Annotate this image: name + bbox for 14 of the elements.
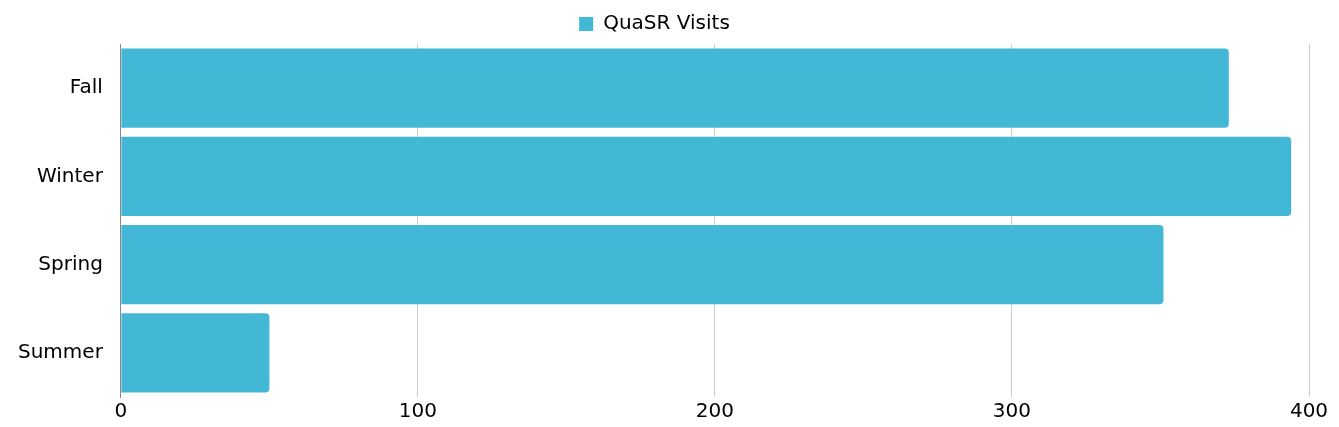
y-tick-label: Spring xyxy=(38,250,103,275)
x-tick-label: 300 xyxy=(992,398,1032,423)
bar xyxy=(121,48,1229,128)
y-tick-label: Winter xyxy=(36,162,104,187)
y-tick-label: Summer xyxy=(17,339,104,364)
x-tick-label: 400 xyxy=(1289,398,1329,423)
bar xyxy=(121,224,1164,305)
x-tick-label: 200 xyxy=(695,398,735,423)
x-tick-label: 0 xyxy=(114,398,128,423)
bar xyxy=(121,136,1292,217)
y-tick-label: Fall xyxy=(69,74,103,99)
legend-label: QuaSR Visits xyxy=(603,10,730,35)
x-tick-label: 100 xyxy=(398,398,437,423)
bar xyxy=(121,313,270,393)
